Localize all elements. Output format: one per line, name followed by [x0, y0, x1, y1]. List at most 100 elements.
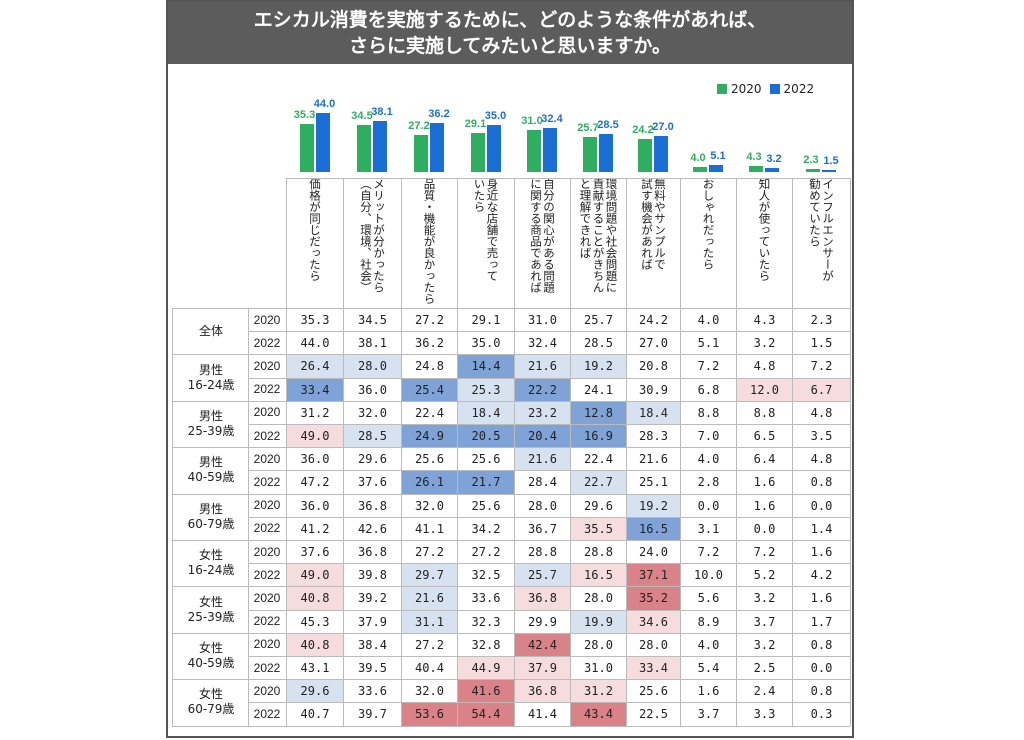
grid-line [850, 178, 851, 726]
group-label: 男性 25-39歳 [187, 409, 235, 438]
table-cell: 21.6 [515, 448, 570, 471]
table-cell: 26.1 [402, 471, 457, 494]
bar-2020-0 [299, 124, 314, 172]
table-cell: 29.9 [528, 614, 557, 629]
table-cell: 31.2 [571, 680, 626, 703]
table-cell: 37.1 [627, 564, 680, 587]
table-cell: 5.4 [697, 661, 720, 675]
grid-line [736, 178, 737, 726]
table-cell: 4.2 [810, 568, 833, 583]
grid-line [680, 178, 681, 726]
table-cell: 4.0 [697, 637, 720, 652]
bar-value-label: 36.2 [428, 108, 450, 121]
bar-value-label: 2.3 [803, 153, 819, 166]
table-cell: 49.0 [287, 564, 343, 587]
table-cell: 0.0 [753, 521, 776, 536]
table-cell: 31.1 [402, 610, 457, 633]
table-cell: 3.1 [697, 521, 720, 536]
legend-item-2020: 2020 [717, 82, 762, 96]
table-cell: 20.5 [458, 425, 514, 448]
legend: 2020 2022 [717, 82, 814, 96]
table-cell: 21.7 [458, 471, 514, 494]
table-cell: 29.7 [402, 564, 457, 587]
table-cell: 22.4 [415, 405, 444, 420]
table-cell: 7.2 [753, 545, 776, 559]
table-cell: 0.8 [810, 637, 833, 652]
table-cell: 28.0 [584, 591, 613, 606]
group-label: 女性 25-39歳 [187, 594, 235, 624]
table-cell: 4.8 [810, 405, 833, 420]
group-label: 女性 16-24歳 [187, 548, 235, 578]
category-label: メリットが分かったら （自分、環境、社会） [359, 178, 386, 293]
table-cell: 49.0 [287, 425, 343, 448]
year-label: 2022 [253, 706, 281, 721]
table-cell: 35.5 [571, 517, 626, 540]
table-cell: 34.2 [471, 521, 501, 536]
chart-frame: エシカル消費を実施するために、どのような条件があれば、 さらに実施してみたいと思… [166, 0, 854, 738]
table-cell: 42.6 [358, 521, 387, 536]
table-cell: 19.9 [571, 610, 626, 633]
table-cell: 3.2 [753, 591, 776, 606]
table-cell: 24.9 [402, 425, 457, 448]
table-cell: 3.7 [753, 614, 776, 629]
table-cell: 16.5 [627, 517, 680, 540]
table-cell: 27.2 [471, 545, 501, 559]
table-cell: 41.2 [300, 521, 330, 536]
table-cell: 20.4 [515, 425, 570, 448]
group-label: 男性 16-24歳 [187, 362, 235, 392]
table-cell: 12.0 [737, 378, 792, 401]
grid-line [248, 377, 850, 379]
table-cell: 54.4 [458, 703, 514, 726]
bar-2022-6 [654, 135, 668, 172]
grid-line [792, 178, 793, 726]
bar-value-label: 35.0 [484, 109, 507, 122]
grid-line [286, 178, 850, 179]
table-cell: 29.1 [471, 313, 501, 327]
year-label: 2022 [253, 335, 281, 350]
table-cell: 37.6 [358, 475, 387, 490]
bar-2022-8 [765, 167, 779, 172]
grid-line [172, 540, 850, 541]
table-cell: 1.4 [810, 521, 833, 536]
table-cell: 32.3 [471, 614, 501, 629]
table-cell: 22.5 [639, 707, 668, 722]
table-cell: 41.4 [528, 707, 557, 722]
table-cell: 25.1 [639, 475, 668, 490]
table-cell: 28.8 [528, 545, 557, 559]
table-cell: 29.6 [358, 452, 387, 467]
bar-2020-9 [806, 168, 820, 172]
table-cell: 24.8 [415, 359, 444, 374]
table-cell: 5.2 [753, 568, 776, 583]
bar-2022-7 [709, 165, 723, 172]
table-cell: 33.4 [287, 378, 343, 401]
group-label: 全体 [198, 323, 223, 338]
table-cell: 21.6 [402, 587, 457, 610]
table-cell: 24.2 [639, 313, 668, 327]
table-cell: 45.3 [300, 614, 330, 629]
group-label: 男性 60-79歳 [187, 501, 235, 531]
table-cell: 27.0 [639, 336, 668, 351]
table-cell: 25.4 [402, 378, 457, 401]
table-cell: 40.4 [415, 661, 444, 675]
table-cell: 2.5 [753, 661, 776, 675]
bar-2020-1 [357, 125, 371, 172]
bar-value-label: 27.0 [652, 120, 674, 133]
table-cell: 14.4 [458, 355, 514, 378]
table-cell: 1.6 [697, 684, 720, 699]
table-cell: 1.6 [810, 545, 833, 559]
year-label: 2020 [253, 312, 281, 327]
table-cell: 6.5 [753, 429, 776, 443]
data-table: 全体 2020 35.3 34.5 27.2 29.1 31.0 25.7 24.2 4.0 4.3… [168, 2, 852, 738]
grid-line [457, 178, 458, 726]
category-label: 品質・機能が良かったら [422, 178, 437, 305]
table-cell: 8.8 [697, 405, 720, 420]
bar-value-label: 44.0 [313, 97, 336, 110]
table-cell: 40.8 [287, 587, 343, 610]
grid-line [172, 493, 850, 495]
table-cell: 25.6 [639, 684, 668, 699]
grid-line [248, 656, 850, 657]
table-cell: 33.6 [358, 684, 387, 699]
table-cell: 1.6 [753, 475, 776, 490]
table-cell: 21.6 [515, 355, 570, 378]
title-line-2: さらに実施してみたいと思いますか。 [348, 35, 672, 57]
